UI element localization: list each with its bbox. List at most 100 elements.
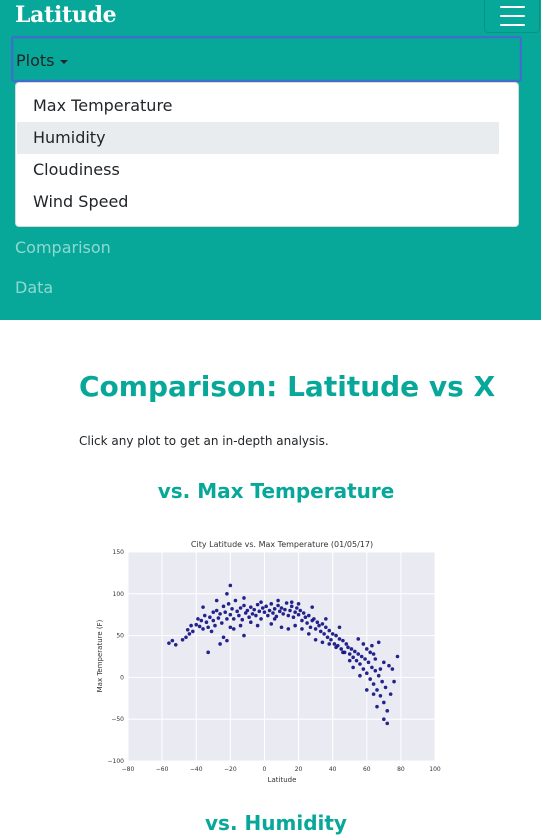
data-point bbox=[260, 606, 265, 610]
dropdown-item-humidity[interactable]: Humidity bbox=[17, 122, 499, 154]
data-point bbox=[322, 632, 326, 636]
navbar-toggler-button[interactable] bbox=[484, 0, 540, 33]
data-point bbox=[330, 632, 335, 636]
data-point bbox=[266, 613, 270, 618]
data-point bbox=[301, 611, 306, 615]
data-point bbox=[262, 610, 267, 614]
data-point bbox=[221, 604, 226, 609]
data-point bbox=[318, 629, 323, 634]
data-point bbox=[279, 625, 284, 630]
data-point bbox=[388, 692, 393, 696]
data-point bbox=[329, 637, 333, 642]
data-point bbox=[281, 612, 286, 616]
data-point bbox=[249, 620, 253, 625]
y-tick-label: −100 bbox=[108, 758, 125, 765]
x-tick-label: 60 bbox=[363, 766, 371, 773]
data-point bbox=[255, 602, 260, 607]
plot-y-axis-label: Max Temperature (F) bbox=[96, 619, 104, 692]
hamburger-icon-bar bbox=[500, 15, 525, 17]
data-point bbox=[259, 617, 263, 621]
data-point bbox=[209, 629, 214, 634]
data-point bbox=[370, 643, 374, 648]
data-point bbox=[286, 627, 291, 631]
data-point bbox=[240, 617, 245, 622]
dropdown-item-cloudiness[interactable]: Cloudiness bbox=[33, 160, 120, 179]
navbar-brand[interactable]: Latitude bbox=[15, 2, 117, 28]
data-point bbox=[269, 602, 274, 606]
section-title-humidity: vs. Humidity bbox=[205, 811, 347, 835]
data-point bbox=[364, 688, 369, 692]
data-point bbox=[392, 679, 396, 684]
plot-ticks: −80 −60 −40 −20 0 20 40 60 80 100 −100 −50 0 50 100 150 bbox=[108, 549, 441, 773]
intro-text: Click any plot to get an in-depth analys… bbox=[79, 434, 329, 448]
data-point bbox=[250, 612, 255, 616]
data-point bbox=[313, 637, 318, 642]
nav-link-data[interactable]: Data bbox=[15, 278, 54, 297]
data-point bbox=[235, 609, 239, 614]
data-point bbox=[324, 617, 328, 621]
max-temperature-plot[interactable]: City Latitude vs. Max Temperature (01/05… bbox=[94, 536, 444, 786]
data-point bbox=[395, 654, 400, 659]
data-point bbox=[368, 650, 372, 655]
data-point bbox=[167, 641, 171, 645]
data-point bbox=[214, 608, 219, 613]
data-point bbox=[226, 602, 231, 606]
data-point bbox=[351, 665, 355, 670]
data-point bbox=[385, 721, 390, 726]
data-point bbox=[383, 685, 388, 690]
data-point bbox=[325, 635, 330, 640]
data-point bbox=[202, 613, 207, 618]
data-point bbox=[276, 598, 280, 603]
y-tick-label: 100 bbox=[113, 591, 125, 598]
data-point bbox=[351, 655, 355, 660]
data-point bbox=[249, 605, 253, 609]
data-point bbox=[223, 610, 228, 614]
data-point bbox=[283, 607, 287, 612]
data-point bbox=[225, 592, 229, 596]
data-point bbox=[371, 692, 376, 696]
x-tick-label: 80 bbox=[397, 766, 405, 773]
data-point bbox=[378, 693, 383, 698]
data-point bbox=[206, 650, 210, 655]
nav-link-comparison[interactable]: Comparison bbox=[15, 238, 111, 257]
data-point bbox=[305, 621, 309, 625]
hamburger-icon-bar bbox=[500, 24, 525, 26]
data-point bbox=[170, 638, 175, 643]
data-point bbox=[197, 624, 202, 629]
data-point bbox=[390, 667, 395, 671]
data-point bbox=[385, 709, 390, 713]
x-tick-label: 100 bbox=[429, 766, 441, 773]
data-point bbox=[308, 625, 313, 630]
data-point bbox=[228, 583, 233, 588]
hamburger-icon bbox=[500, 6, 525, 8]
x-tick-label: −60 bbox=[156, 766, 169, 773]
data-point bbox=[327, 628, 332, 633]
data-point bbox=[359, 654, 364, 659]
y-tick-label: 0 bbox=[120, 674, 124, 681]
data-point bbox=[289, 600, 294, 604]
y-tick-label: −50 bbox=[111, 716, 124, 723]
data-point bbox=[231, 617, 236, 621]
data-point bbox=[242, 633, 246, 638]
plots-dropdown-menu: Max Temperature Humidity Cloudiness Wind… bbox=[15, 82, 519, 227]
data-point bbox=[255, 623, 260, 628]
data-point bbox=[185, 627, 190, 632]
data-point bbox=[216, 616, 221, 620]
data-point bbox=[306, 613, 311, 618]
data-point bbox=[356, 652, 361, 656]
data-point bbox=[337, 625, 342, 630]
data-point bbox=[238, 623, 243, 628]
x-tick-label: −40 bbox=[190, 766, 203, 773]
data-point bbox=[373, 668, 378, 673]
dropdown-item-max-temperature[interactable]: Max Temperature bbox=[33, 96, 173, 115]
data-point bbox=[380, 679, 384, 684]
data-point bbox=[191, 629, 195, 634]
dropdown-item-wind-speed[interactable]: Wind Speed bbox=[33, 192, 129, 211]
data-point bbox=[347, 652, 352, 656]
data-point bbox=[277, 609, 282, 614]
data-point bbox=[341, 638, 345, 643]
data-point bbox=[247, 615, 251, 620]
data-point bbox=[218, 642, 222, 646]
data-point bbox=[368, 677, 372, 681]
plots-dropdown-toggle[interactable]: Plots bbox=[11, 36, 522, 82]
